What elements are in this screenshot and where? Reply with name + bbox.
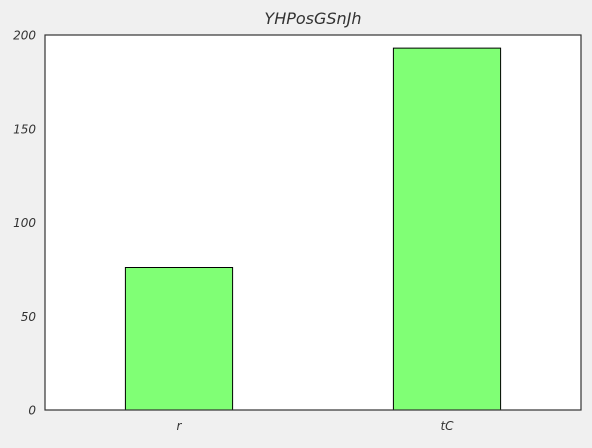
x-tick-label: tC (440, 419, 454, 433)
bar-r (124, 267, 234, 411)
bar-tC (392, 47, 502, 411)
chart-title: YHPosGSnJh (264, 9, 361, 28)
y-tick-label: 150 (13, 122, 36, 136)
y-tick-label: 100 (13, 216, 36, 230)
y-tick-label: 50 (21, 310, 37, 324)
x-axis: r tC (177, 419, 455, 433)
x-tick-label: r (177, 419, 183, 433)
plot-frame (44, 34, 582, 411)
y-tick-label: 200 (13, 29, 36, 43)
y-tick-label: 0 (28, 404, 36, 418)
bars-layer (124, 47, 502, 411)
y-axis: 0 50 100 150 200 (13, 29, 36, 418)
